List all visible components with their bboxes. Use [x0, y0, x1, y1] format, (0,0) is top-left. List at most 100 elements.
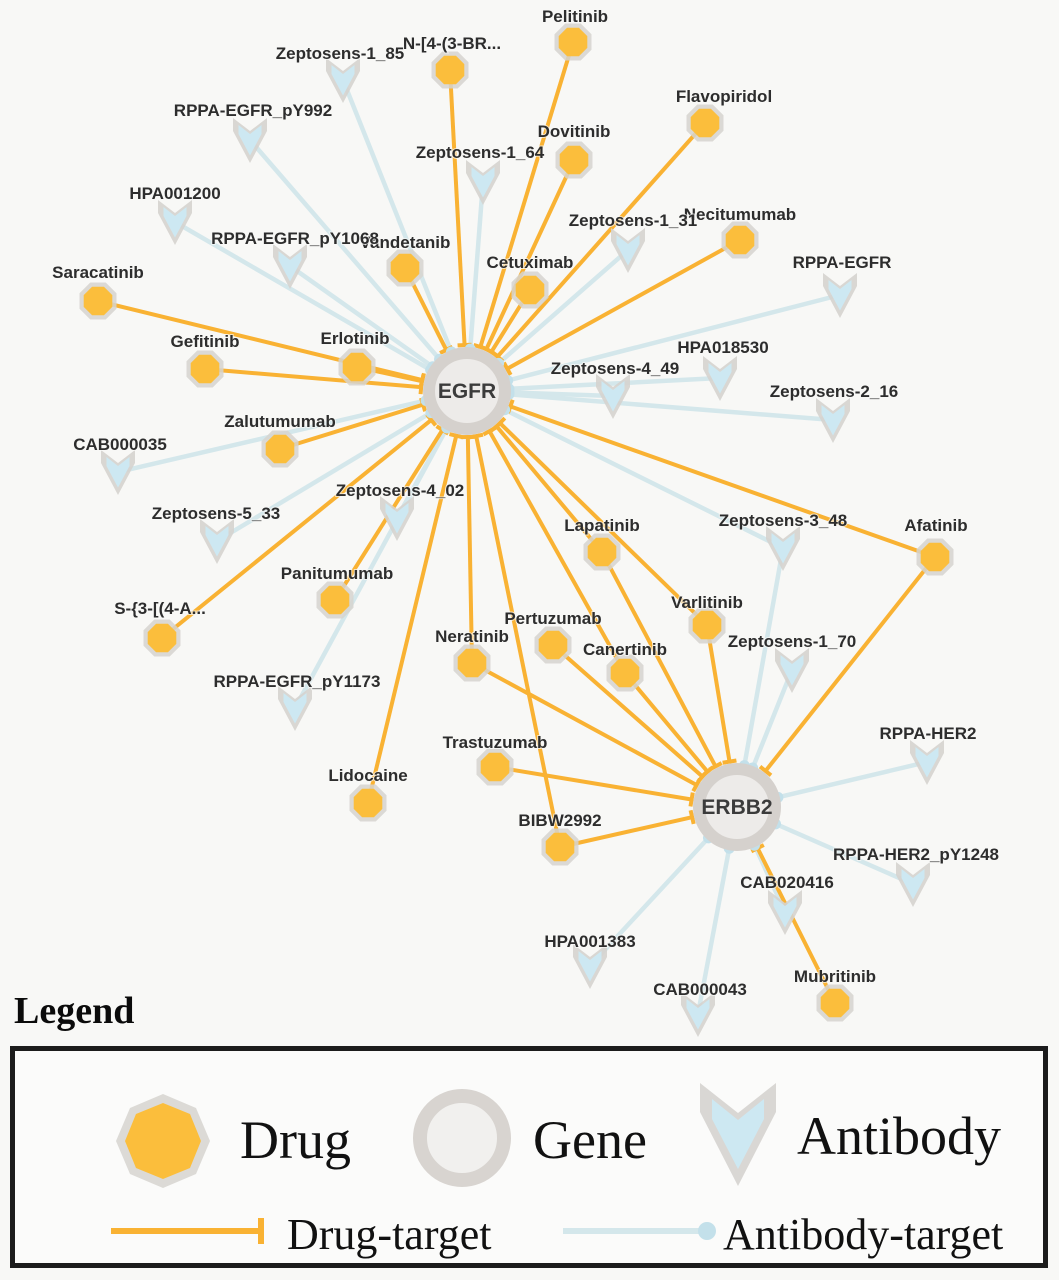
node-label: Zeptosens-2_16: [770, 382, 899, 401]
node-label: Zeptosens-1_70: [728, 632, 857, 651]
node-label: Panitumumab: [281, 564, 393, 583]
node-label: RPPA-EGFR: [793, 253, 892, 272]
drug-node-Lapatinib: [583, 533, 621, 571]
drug-octagon-icon: [116, 1094, 210, 1188]
drug-target-edge: [551, 643, 704, 779]
antibody-node-RPPA-EGFR_pY1068: [273, 244, 307, 289]
node-label: Dovitinib: [538, 122, 611, 141]
drug-node-Pelitinib: [554, 23, 592, 61]
legend-antibody-label: Antibody: [797, 1106, 1002, 1166]
node-label: RPPA-HER2_pY1248: [833, 845, 999, 864]
gene-node-ERBB2: [693, 763, 781, 851]
legend-gene-label: Gene: [533, 1110, 647, 1170]
antibody-target-edge: [173, 220, 469, 393]
node-label: Trastuzumab: [443, 733, 548, 752]
legend-antibody-target-label: Antibody-target: [723, 1210, 1004, 1259]
antibody-target-edge: [248, 138, 469, 393]
node-labels: EGFR ERBB2 Pelitinib N-[4-(3-BR... Flavopiri…: [51, 6, 1000, 1000]
antibody-node-HPA001200: [158, 200, 192, 245]
node-label: Zeptosens-1_31: [569, 211, 698, 230]
drug-target-edge: [160, 418, 433, 640]
drug-target-edge-tee: [758, 765, 773, 777]
antibody-target-edge: [293, 389, 469, 710]
node-label: HPA001383: [544, 932, 635, 951]
drug-target-edge: [204, 367, 422, 390]
drug-target-edge-tee: [688, 809, 696, 825]
drug-target-edge: [465, 436, 474, 664]
node-label: Gefitinib: [171, 332, 240, 351]
node-label: Zeptosens-4_49: [551, 359, 680, 378]
drug-node-Panitumumab: [316, 581, 354, 619]
antibody-node-RPPA-EGFR: [823, 273, 857, 318]
drug-node-BIBW2992: [541, 828, 579, 866]
antibody-target-edge: [215, 389, 469, 543]
node-label: Saracatinib: [52, 263, 144, 282]
drug-target-edge-tee: [722, 758, 737, 765]
drug-target-edge-tee: [448, 432, 464, 440]
node-label: Erlotinib: [321, 329, 390, 348]
legend-box: Drug Gene Antibody Drug-target Antibody-…: [10, 1046, 1048, 1268]
node-label: Necitumumab: [684, 205, 796, 224]
legend-drug-target-label: Drug-target: [287, 1210, 492, 1259]
antibody-node-Zeptosens-3_48: [766, 526, 800, 571]
drug-target-edge: [448, 69, 467, 346]
antibody-node-RPPA-HER2_pY1248: [896, 862, 930, 907]
drug-target-edge-tee: [482, 425, 497, 437]
drug-target-edge: [623, 671, 710, 773]
node-label: Canertinib: [583, 640, 667, 659]
node-label: Zeptosens-5_33: [152, 504, 281, 523]
antibody-node-CAB000035: [101, 450, 135, 495]
node-label: Pertuzumab: [504, 609, 601, 628]
antibody-target-edge: [466, 388, 834, 423]
antibody-node-HPA018530: [703, 356, 737, 401]
node-label: Lapatinib: [564, 516, 640, 535]
node-label: Neratinib: [435, 627, 509, 646]
node-label: Zeptosens-3_48: [719, 511, 848, 530]
drug-target-edge-tee: [484, 346, 499, 358]
node-label: CAB020416: [740, 873, 834, 892]
drug-node-Afatinib: [916, 538, 954, 576]
node-label: RPPA-EGFR_pY1173: [214, 672, 381, 691]
nodes: [79, 23, 954, 1037]
node-label: CAB000043: [653, 980, 747, 999]
drug-target-edge-tee: [688, 792, 695, 807]
drug-node-Trastuzumab: [476, 748, 514, 786]
node-label: Lidocaine: [328, 766, 407, 785]
drug-target-edge: [509, 404, 936, 559]
drug-node-N-[4-(3-BR...: [431, 51, 469, 89]
drug-target-edge-tee: [502, 361, 513, 376]
antibody-target-edge: [340, 79, 470, 392]
drug-node-Lidocaine: [349, 784, 387, 822]
node-label: Zeptosens-4_02: [336, 481, 465, 500]
drug-target-edge-icon: [111, 1218, 264, 1244]
antibody-node-HPA001383: [573, 944, 607, 989]
legend-title: Legend: [14, 990, 135, 1032]
drug-node-Neratinib: [453, 644, 491, 682]
drug-node-Canertinib: [606, 654, 644, 692]
node-label: RPPA-EGFR_pY992: [174, 101, 332, 120]
gene-label-ERBB2: ERBB2: [701, 796, 772, 819]
node-label: Cetuximab: [487, 253, 574, 272]
drug-target-edge: [494, 765, 692, 802]
antibody-node-Zeptosens-1_70: [775, 648, 809, 693]
antibody-node-Zeptosens-4_02: [380, 496, 414, 541]
node-label: Varlitinib: [671, 593, 743, 612]
antibody-node-Zeptosens-1_31: [611, 228, 645, 273]
drug-target-edge: [487, 430, 627, 674]
legend-drug-label: Drug: [240, 1110, 351, 1170]
drug-target-edge: [471, 661, 698, 787]
drug-target-edge: [496, 121, 707, 358]
node-label: HPA001200: [129, 184, 220, 203]
node-label: HPA018530: [677, 338, 768, 357]
drug-target-edge: [478, 41, 575, 348]
antibody-node-Zeptosens-1_64: [466, 160, 500, 205]
node-label: Zeptosens-1_64: [416, 143, 545, 162]
drug-node-Erlotinib: [338, 348, 376, 386]
antibody-node-Zeptosens-2_16: [816, 398, 850, 443]
drug-node-Pertuzumab: [534, 626, 572, 664]
drug-node-Necitumumab: [721, 221, 759, 259]
drug-node-Zalutumumab: [261, 430, 299, 468]
antibody-node-Zeptosens-4_49: [596, 374, 630, 419]
antibody-chevron-icon: [700, 1083, 776, 1186]
